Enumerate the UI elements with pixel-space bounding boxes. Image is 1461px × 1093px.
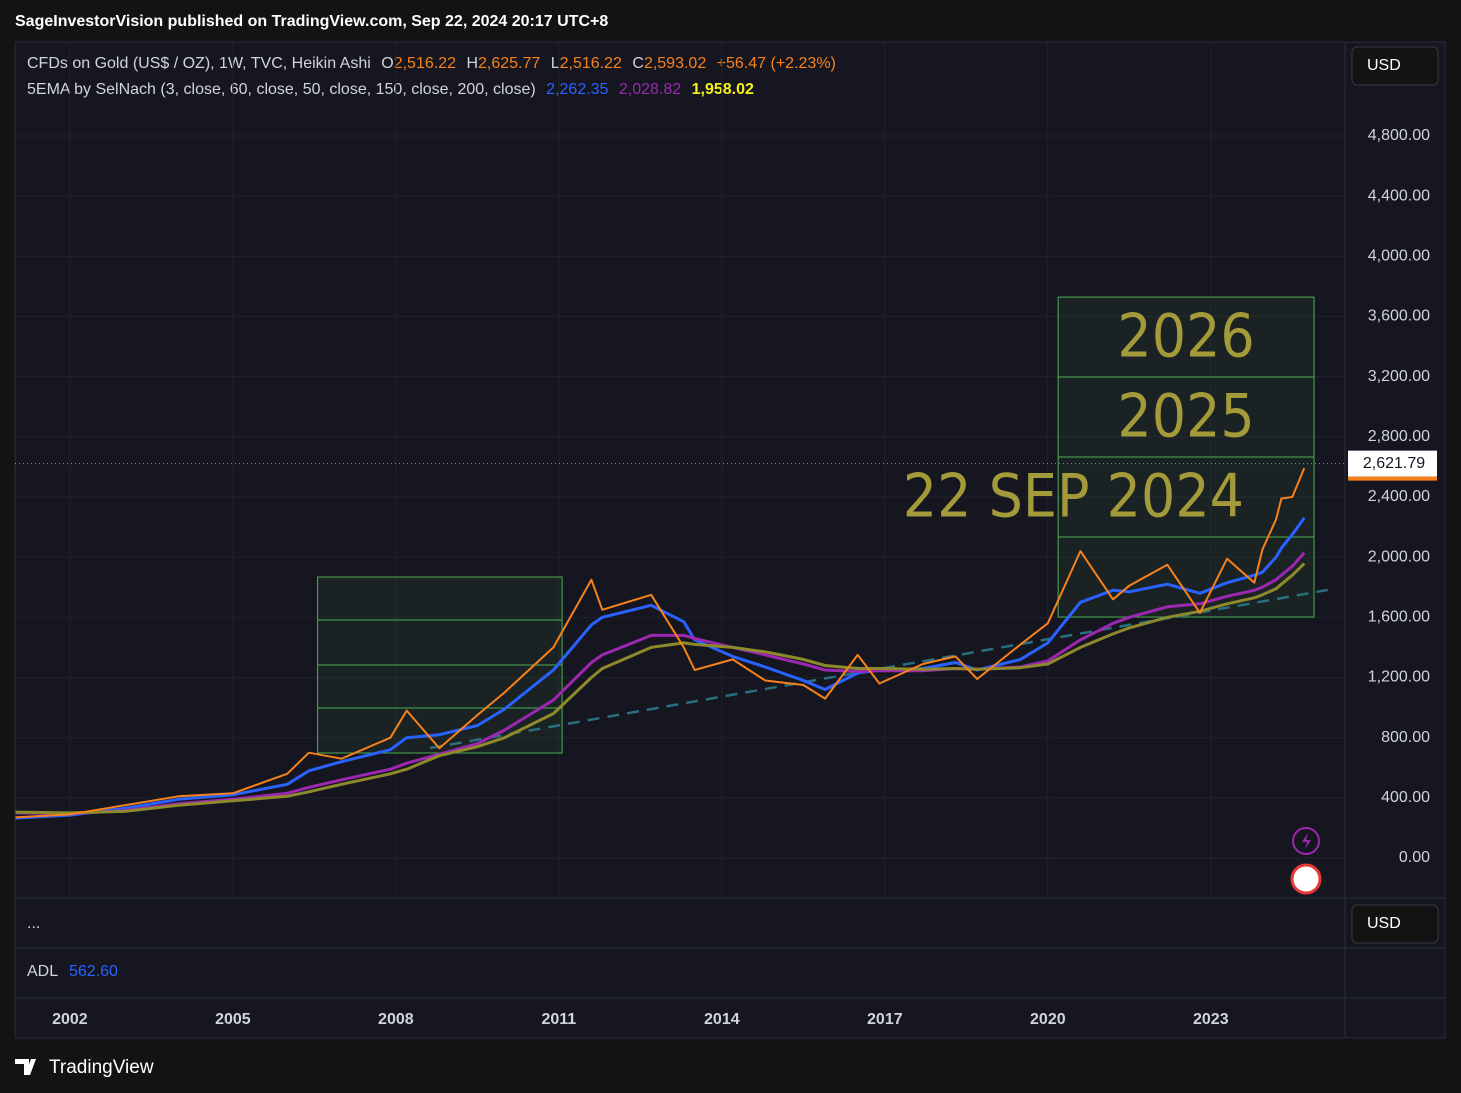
adl-label: ADL: [27, 963, 58, 980]
y-tick-label: 3,600.00: [1368, 308, 1430, 325]
x-tick-label: 2008: [378, 1011, 414, 1028]
icon-bolt: [1302, 833, 1311, 849]
box-label: 2026: [1117, 302, 1254, 372]
o-label: O: [381, 55, 393, 72]
h: 2,625.77: [478, 55, 540, 72]
x-tick-label: 2020: [1030, 1011, 1066, 1028]
y-tick-label: 1,600.00: [1368, 609, 1430, 626]
change: +56.47 (+2.23%): [717, 55, 836, 72]
y-tick-label: 4,000.00: [1368, 248, 1430, 265]
y-tick-label: 1,200.00: [1368, 669, 1430, 686]
indicator-legend: 5EMA by SelNach (3, close, 60, close, 50…: [27, 81, 754, 98]
icon[interactable]: [1292, 827, 1320, 855]
x-tick-label: 2011: [541, 1011, 576, 1028]
box-label: 2025: [1117, 382, 1254, 452]
last-price-label: 2,621.79: [1363, 455, 1425, 472]
l-label: L: [551, 55, 560, 72]
series-line: [15, 516, 1306, 820]
icon-flag[interactable]: [1290, 863, 1322, 895]
ema-value: 2,028.82: [619, 81, 681, 98]
y-tick-label: 0.00: [1399, 849, 1430, 866]
currency-button[interactable]: [1351, 904, 1439, 944]
logo-mark: [15, 1059, 36, 1075]
y-tick-label: 2,800.00: [1368, 428, 1430, 445]
last-price-bar: [1348, 476, 1437, 481]
series-line: [15, 562, 1306, 815]
y-tick-label: 3,200.00: [1368, 368, 1430, 385]
currency[interactable]: USD: [1367, 57, 1401, 74]
plot: 0.00 400.00 800.00 1,200.00 1,600.00 2,000.00…: [15, 42, 1437, 1028]
y-tick-label: 4,800.00: [1368, 127, 1430, 144]
o: 2,516.22: [394, 55, 456, 72]
symbol-legend: CFDs on Gold (US$ / OZ), 1W, TVC, Heikin…: [27, 55, 836, 72]
ema-value: 2,262.35: [546, 81, 608, 98]
h-label: H: [466, 55, 478, 72]
last-price-box: [1348, 450, 1437, 477]
c: 2,593.02: [644, 55, 706, 72]
currency-button[interactable]: [1351, 46, 1439, 86]
logo: TradingView: [15, 1057, 154, 1078]
x-tick-label: 2014: [704, 1011, 740, 1028]
x-tick-label: 2005: [215, 1011, 251, 1028]
adl-value: 562.60: [69, 963, 118, 980]
y-tick-label: 4,400.00: [1368, 187, 1430, 204]
y-tick-label: 2,000.00: [1368, 548, 1430, 565]
x-tick-label: 2002: [52, 1011, 88, 1028]
chart-frame: [14, 41, 1446, 1039]
box-label: 22 SEP 2024: [903, 462, 1244, 532]
series-line: [15, 467, 1306, 819]
y-tick-label: 2,400.00: [1368, 488, 1430, 505]
c-label: C: [632, 55, 644, 72]
ema-value: 1,958.02: [692, 81, 754, 98]
l: 2,516.22: [560, 55, 622, 72]
pane-menu[interactable]: ...: [27, 915, 40, 932]
y-tick-label: 400.00: [1381, 789, 1430, 806]
y-tick-label: 800.00: [1381, 729, 1430, 746]
currency[interactable]: USD: [1367, 915, 1401, 932]
brand: TradingView: [49, 1057, 154, 1078]
trendline: [429, 588, 1328, 750]
publisher: SageInvestorVision published on TradingV…: [15, 13, 608, 30]
indicator: 5EMA by SelNach (3, close, 60, close, 50…: [27, 81, 536, 98]
symbol: CFDs on Gold (US$ / OZ), 1W, TVC, Heikin…: [27, 55, 371, 72]
x-tick-label: 2023: [1193, 1011, 1229, 1028]
x-tick-label: 2017: [867, 1011, 903, 1028]
